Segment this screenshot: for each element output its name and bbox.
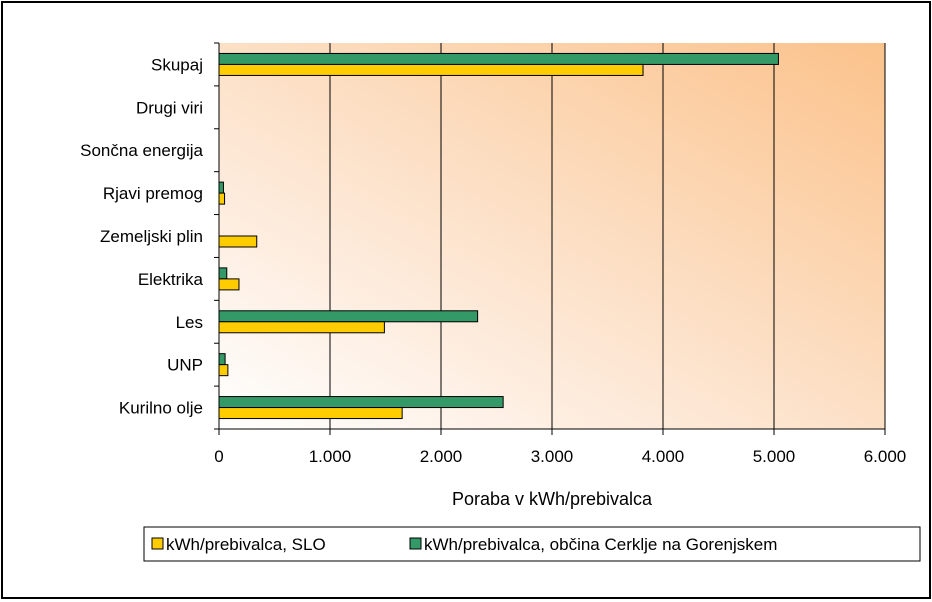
category-label: Zemeljski plin <box>100 227 203 246</box>
category-label: Sončna energija <box>80 141 203 160</box>
x-tick-label: 6.000 <box>864 447 907 466</box>
x-tick-label: 4.000 <box>642 447 685 466</box>
bar-slo <box>218 321 385 334</box>
category-label: Skupaj <box>151 55 203 74</box>
bar-slo <box>218 235 258 248</box>
bar-cerklje <box>218 396 504 409</box>
bar-slo <box>218 278 240 291</box>
x-tick-label: 5.000 <box>753 447 796 466</box>
bar-cerklje <box>218 353 226 366</box>
category-label: Kurilno olje <box>119 399 203 418</box>
bar-slo <box>218 63 644 76</box>
x-tick-label: 0 <box>214 447 223 466</box>
bar-cerklje <box>218 181 224 194</box>
bar-slo <box>218 192 226 205</box>
x-tick-label: 2.000 <box>420 447 463 466</box>
category-label: Drugi viri <box>136 98 203 117</box>
category-label: Rjavi premog <box>103 184 203 203</box>
bar-slo <box>218 364 229 377</box>
category-label: Elektrika <box>138 270 204 289</box>
x-tick-label: 3.000 <box>531 447 574 466</box>
bar-cerklje <box>218 310 479 323</box>
category-label: UNP <box>167 356 203 375</box>
x-tick-label: 1.000 <box>309 447 352 466</box>
bar-cerklje <box>218 52 779 65</box>
bar-cerklje <box>218 267 228 280</box>
legend-label-cerklje: kWh/prebivalca, občina Cerklje na Gorenj… <box>424 535 777 554</box>
legend-swatch-slo <box>151 537 164 550</box>
legend-box <box>143 526 921 562</box>
category-label: Les <box>176 313 203 332</box>
x-axis-title: Poraba v kWh/prebivalca <box>452 489 653 509</box>
bar-slo <box>218 407 403 420</box>
legend-label-slo: kWh/prebivalca, SLO <box>166 535 326 554</box>
legend-swatch-cerklje <box>409 537 422 550</box>
bar-chart: Kurilno olje UNP Les Elektrika Zemeljski pli… <box>80 42 921 562</box>
